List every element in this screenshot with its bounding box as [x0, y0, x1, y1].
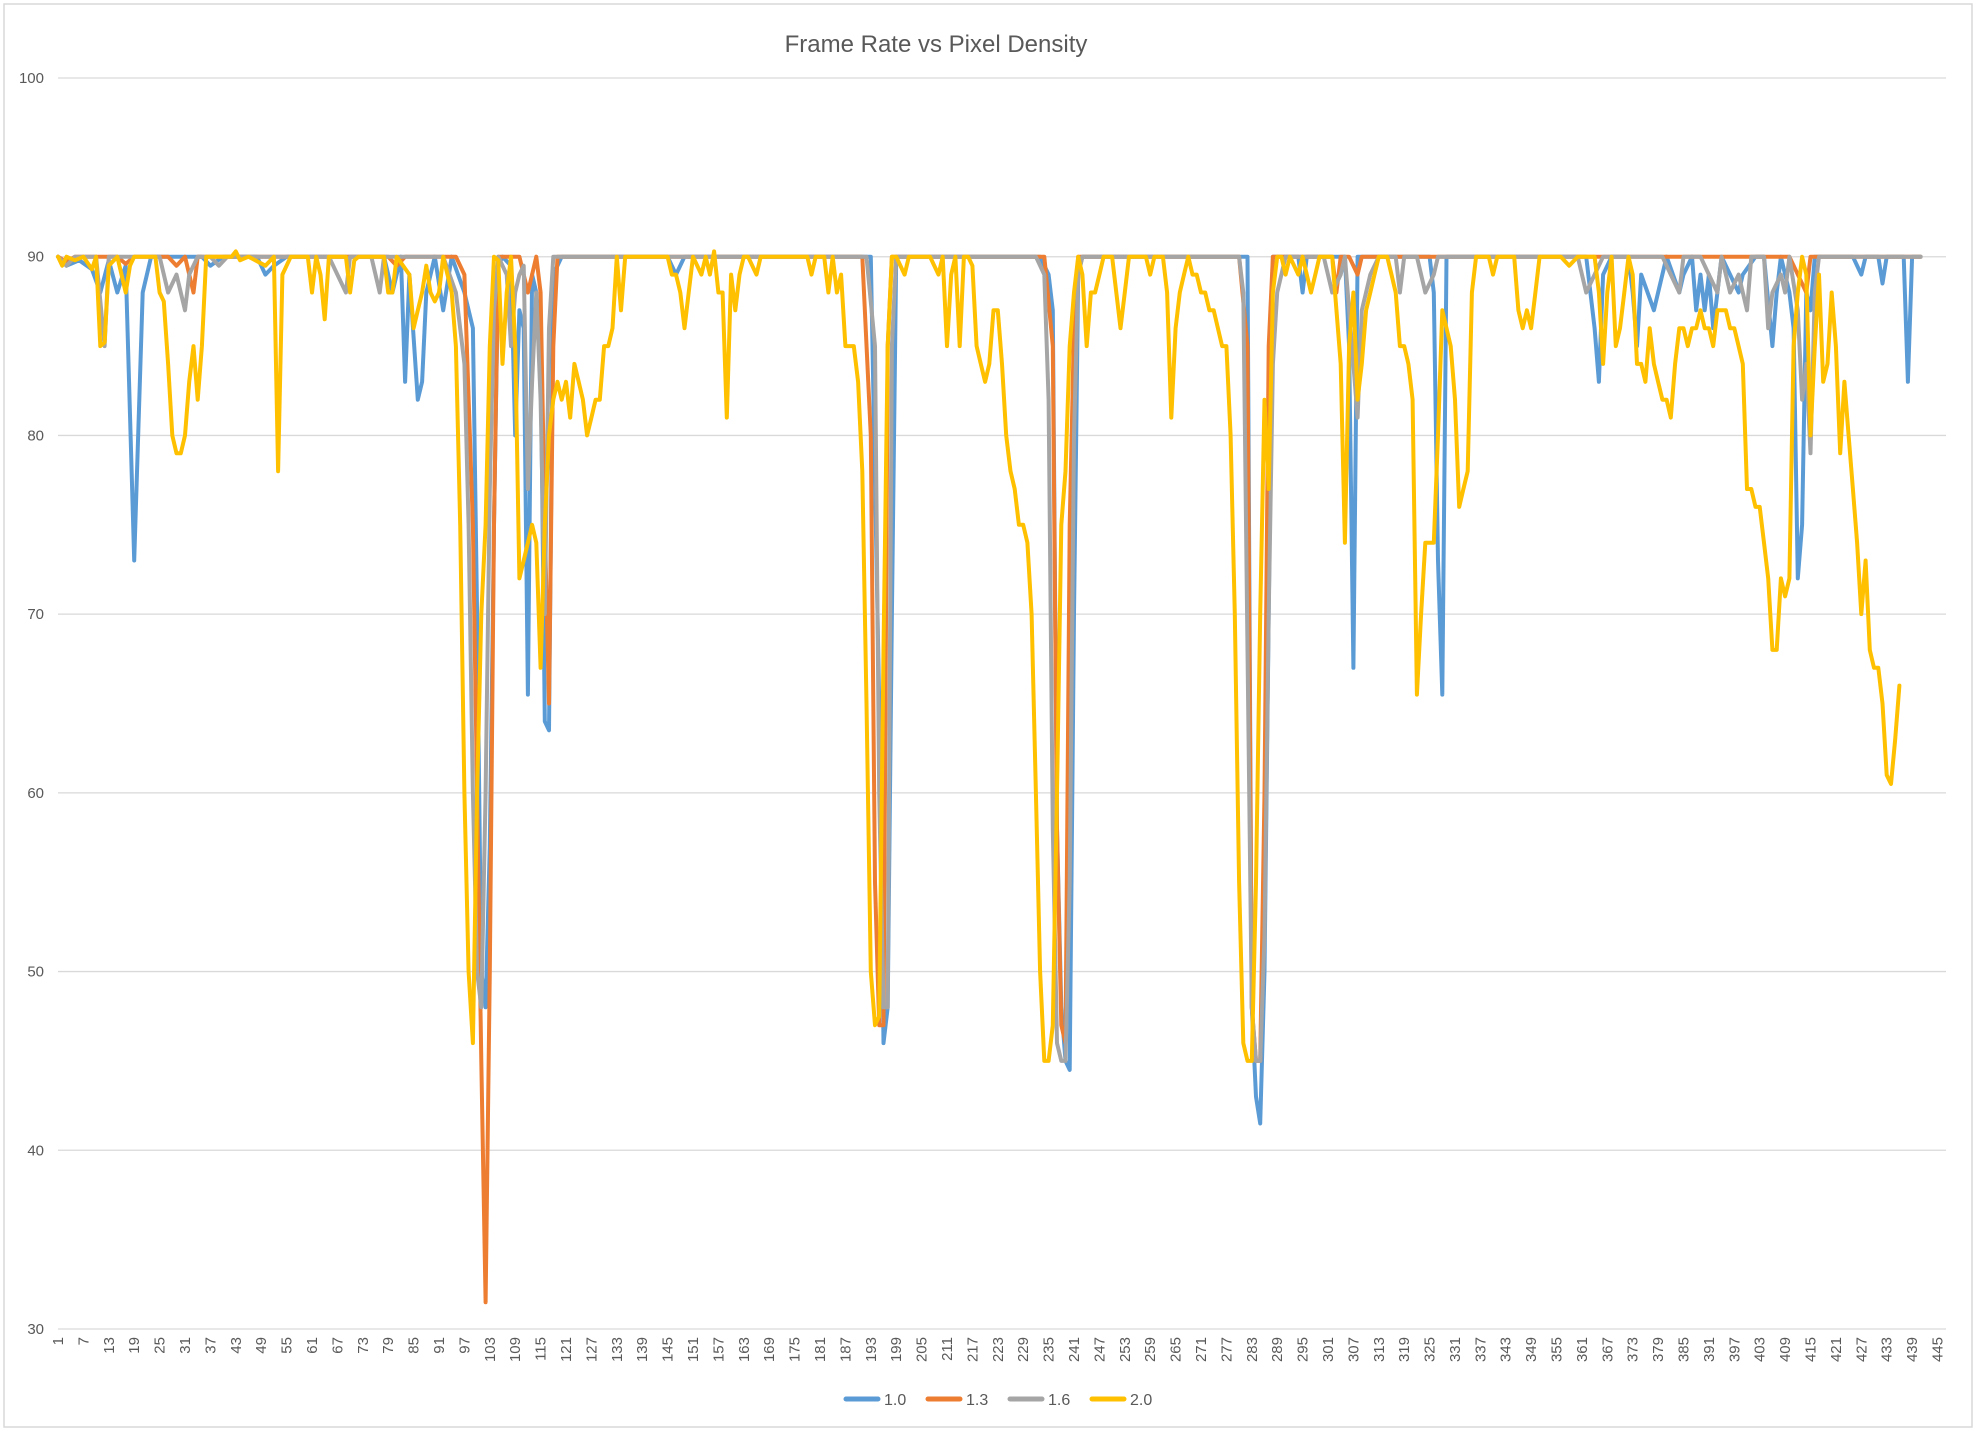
x-tick-label: 79 — [380, 1337, 397, 1354]
x-tick-label: 361 — [1574, 1337, 1591, 1362]
x-tick-label: 391 — [1701, 1337, 1718, 1362]
x-tick-label: 223 — [990, 1337, 1007, 1362]
x-tick-label: 421 — [1828, 1337, 1845, 1362]
x-tick-label: 241 — [1066, 1337, 1083, 1362]
x-tick-label: 373 — [1625, 1337, 1642, 1362]
y-tick-label: 70 — [27, 606, 44, 623]
x-tick-label: 37 — [202, 1337, 219, 1354]
y-tick-label: 100 — [19, 70, 44, 87]
x-tick-label: 379 — [1650, 1337, 1667, 1362]
x-tick-label: 175 — [787, 1337, 804, 1362]
x-tick-label: 169 — [761, 1337, 778, 1362]
x-tick-label: 139 — [634, 1337, 651, 1362]
x-tick-label: 325 — [1422, 1337, 1439, 1362]
x-tick-label: 385 — [1676, 1337, 1693, 1362]
x-tick-label: 331 — [1447, 1337, 1464, 1362]
y-tick-label: 80 — [27, 427, 44, 444]
legend-label: 1.6 — [1048, 1392, 1070, 1409]
x-tick-label: 295 — [1295, 1337, 1312, 1362]
series-line-1-6 — [56, 254, 1923, 1063]
x-tick-label: 235 — [1041, 1337, 1058, 1362]
x-tick-label: 73 — [355, 1337, 372, 1354]
y-tick-label: 40 — [27, 1142, 44, 1159]
x-tick-label: 313 — [1371, 1337, 1388, 1362]
x-tick-label: 439 — [1904, 1337, 1921, 1362]
x-tick-label: 319 — [1396, 1337, 1413, 1362]
x-tick-label: 109 — [507, 1337, 524, 1362]
series-lines — [56, 249, 1923, 1305]
series-line-2-0 — [56, 249, 1902, 1063]
x-tick-label: 403 — [1752, 1337, 1769, 1362]
x-tick-label: 19 — [126, 1337, 143, 1354]
x-tick-label: 415 — [1803, 1337, 1820, 1362]
x-tick-label: 289 — [1269, 1337, 1286, 1362]
x-tick-label: 355 — [1549, 1337, 1566, 1362]
x-tick-label: 397 — [1726, 1337, 1743, 1362]
x-tick-label: 229 — [1015, 1337, 1032, 1362]
x-tick-label: 163 — [736, 1337, 753, 1362]
x-tick-label: 25 — [152, 1337, 169, 1354]
x-tick-label: 427 — [1853, 1337, 1870, 1362]
x-tick-label: 85 — [406, 1337, 423, 1354]
x-tick-label: 271 — [1193, 1337, 1210, 1362]
chart-border — [3, 3, 1973, 1428]
x-tick-label: 13 — [101, 1337, 118, 1354]
x-tick-label: 157 — [710, 1337, 727, 1362]
x-tick-label: 67 — [329, 1337, 346, 1354]
x-tick-label: 445 — [1930, 1337, 1947, 1362]
y-tick-label: 90 — [27, 249, 44, 266]
y-tick-label: 30 — [27, 1321, 44, 1338]
x-tick-label: 31 — [177, 1337, 194, 1354]
x-tick-label: 343 — [1498, 1337, 1515, 1362]
x-axis-ticks: 1 7 13 19 25 31 37 43 49 55 61 67 73 79 85 91 97 103 109 11… — [50, 1337, 1947, 1362]
x-tick-label: 217 — [964, 1337, 981, 1362]
x-tick-label: 253 — [1117, 1337, 1134, 1362]
x-tick-label: 409 — [1777, 1337, 1794, 1362]
x-tick-label: 127 — [583, 1337, 600, 1362]
legend-label: 1.0 — [884, 1392, 906, 1409]
gridlines — [58, 77, 1946, 1330]
x-tick-label: 151 — [685, 1337, 702, 1362]
x-tick-label: 97 — [456, 1337, 473, 1354]
chart-title: Frame Rate vs Pixel Density — [785, 31, 1088, 58]
y-tick-label: 60 — [27, 785, 44, 802]
legend-label: 2.0 — [1130, 1392, 1152, 1409]
x-tick-label: 55 — [279, 1337, 296, 1354]
x-tick-label: 277 — [1218, 1337, 1235, 1362]
x-tick-label: 145 — [660, 1337, 677, 1362]
x-tick-label: 91 — [431, 1337, 448, 1354]
x-tick-label: 49 — [253, 1337, 270, 1354]
x-tick-label: 61 — [304, 1337, 321, 1354]
legend: 1.0 1.3 1.6 2.0 — [843, 1392, 1152, 1409]
legend-label: 1.3 — [966, 1392, 988, 1409]
x-tick-label: 433 — [1879, 1337, 1896, 1362]
x-tick-label: 367 — [1599, 1337, 1616, 1362]
x-tick-label: 181 — [812, 1337, 829, 1362]
x-tick-label: 247 — [1091, 1337, 1108, 1362]
x-tick-label: 121 — [558, 1337, 575, 1362]
x-tick-label: 133 — [609, 1337, 626, 1362]
x-tick-label: 115 — [533, 1337, 550, 1361]
x-tick-label: 349 — [1523, 1337, 1540, 1362]
x-tick-label: 211 — [939, 1337, 956, 1361]
x-tick-label: 265 — [1168, 1337, 1185, 1362]
x-tick-label: 43 — [228, 1337, 245, 1354]
x-tick-label: 103 — [482, 1337, 499, 1362]
x-tick-label: 301 — [1320, 1337, 1337, 1362]
x-tick-label: 199 — [888, 1337, 905, 1362]
y-tick-label: 50 — [27, 964, 44, 981]
x-tick-label: 259 — [1142, 1337, 1159, 1362]
x-tick-label: 187 — [837, 1337, 854, 1362]
x-tick-label: 283 — [1244, 1337, 1261, 1362]
x-tick-label: 1 — [50, 1337, 67, 1345]
x-tick-label: 193 — [863, 1337, 880, 1362]
x-tick-label: 307 — [1345, 1337, 1362, 1362]
x-tick-label: 7 — [75, 1337, 92, 1345]
y-axis-ticks: 30 40 50 60 70 80 90 100 — [19, 70, 44, 1338]
x-tick-label: 205 — [914, 1337, 931, 1362]
x-tick-label: 337 — [1472, 1337, 1489, 1362]
